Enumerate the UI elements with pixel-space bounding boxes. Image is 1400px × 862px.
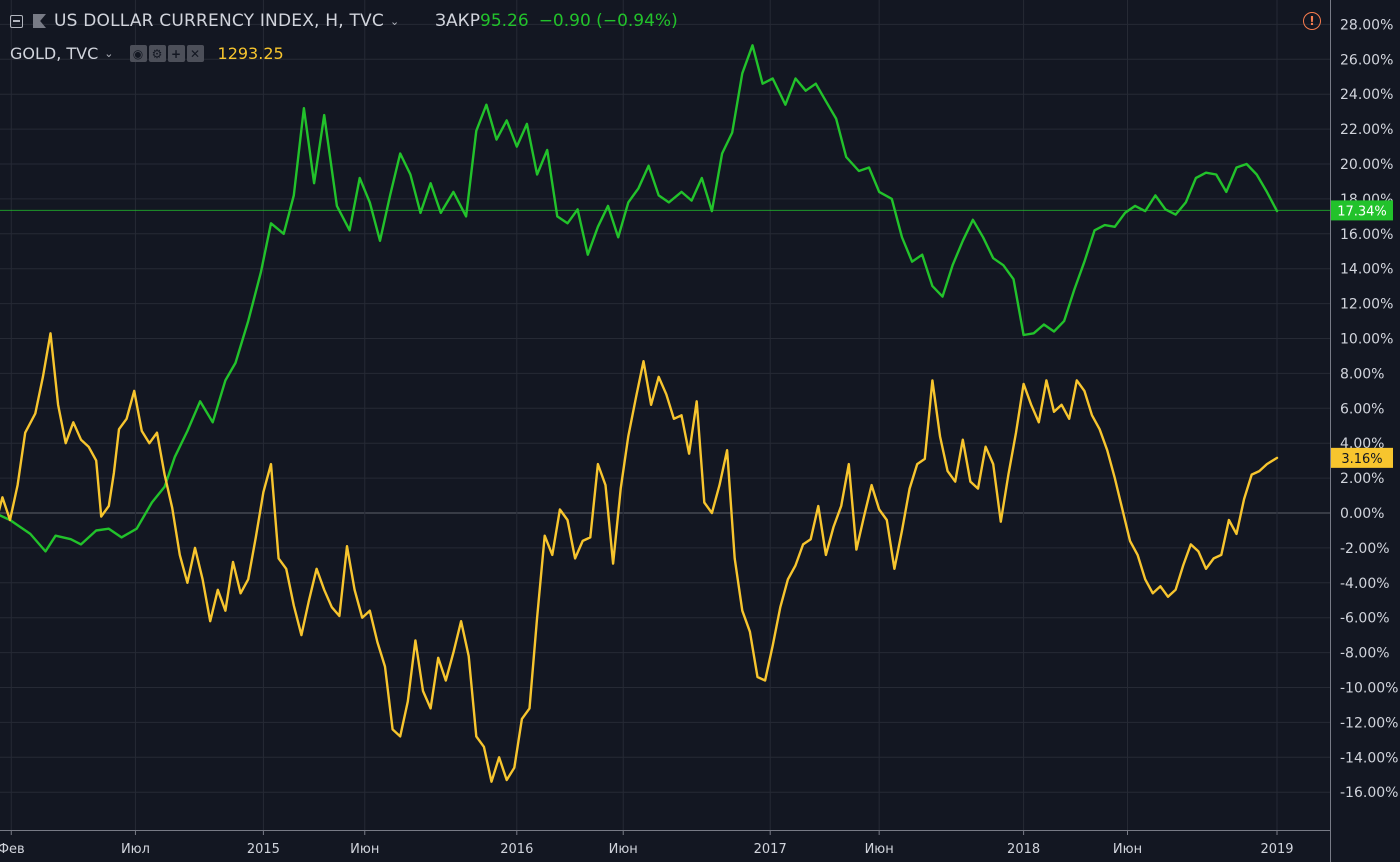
y-tick-label: -4.00% (1340, 576, 1390, 592)
series-controls: ◉ ⚙ + ✕ (129, 45, 204, 62)
y-tick-label: 20.00% (1340, 157, 1393, 173)
y-tick-label: 2.00% (1340, 471, 1384, 487)
y-tick-label: -10.00% (1340, 681, 1398, 697)
y-tick-label: 26.00% (1340, 52, 1393, 68)
x-tick-label: 2017 (754, 842, 787, 857)
y-tick-label: -16.00% (1340, 785, 1398, 801)
y-tick-label: -12.00% (1340, 715, 1398, 731)
y-tick-label: 16.00% (1340, 227, 1393, 243)
main-symbol-title[interactable]: US DOLLAR CURRENCY INDEX, H, TVC (54, 11, 384, 31)
x-tick-label: 2018 (1007, 842, 1040, 857)
y-tick-label: 8.00% (1340, 366, 1384, 382)
gear-icon[interactable]: ⚙ (148, 45, 166, 62)
exclamation-circle-icon[interactable]: ! (1303, 12, 1321, 30)
y-tick-label: 12.00% (1340, 297, 1393, 313)
eye-icon[interactable]: ◉ (129, 45, 147, 62)
y-tick-label: -2.00% (1340, 541, 1390, 557)
x-tick-label: Фев (0, 842, 25, 857)
last-value-labels: 17.34% 3.16% (0, 200, 1393, 468)
dxy-last-value-text: 17.34% (1337, 204, 1387, 219)
y-tick-label: 10.00% (1340, 332, 1393, 348)
dxy-series-line (0, 44, 1279, 553)
x-tick-label: 2019 (1260, 842, 1293, 857)
y-tick-label: -8.00% (1340, 646, 1390, 662)
x-tick-label: Июн (609, 842, 638, 857)
change-value: −0.90 (−0.94%) (538, 11, 678, 31)
gold-last-value-text: 3.16% (1341, 452, 1382, 467)
x-tick-label: 2015 (247, 842, 280, 857)
grid (0, 0, 1330, 830)
x-tick-label: Июл (121, 842, 150, 857)
chevron-down-icon[interactable]: ⌄ (104, 47, 114, 60)
x-tick-label: Июн (1113, 842, 1142, 857)
y-tick-label: 28.00% (1340, 17, 1393, 33)
gold-last-value-tag (1331, 447, 1393, 468)
collapse-icon[interactable] (10, 14, 23, 28)
main-series-legend: US DOLLAR CURRENCY INDEX, H, TVC ⌄ ЗАКР … (10, 11, 678, 31)
y-tick-label: 22.00% (1340, 122, 1393, 138)
series-lines (0, 44, 1279, 783)
y-tick-label: -14.00% (1340, 750, 1398, 766)
flag-icon[interactable] (33, 14, 46, 28)
chevron-down-icon[interactable]: ⌄ (389, 14, 400, 28)
y-tick-label: 6.00% (1340, 401, 1384, 417)
y-tick-label: 14.00% (1340, 262, 1393, 278)
x-tick-label: Июн (350, 842, 379, 857)
y-tick-label: 24.00% (1340, 87, 1393, 103)
plus-icon[interactable]: + (167, 45, 185, 62)
compare-value: 1293.25 (217, 44, 284, 63)
compare-series-legend: GOLD, TVC ⌄ ◉ ⚙ + ✕ 1293.25 (10, 44, 284, 63)
y-tick-label: -6.00% (1340, 611, 1390, 627)
close-icon[interactable]: ✕ (186, 45, 204, 62)
compare-symbol-title[interactable]: GOLD, TVC (10, 44, 99, 63)
x-tick-label: Июн (865, 842, 894, 857)
close-value: 95.26 (480, 11, 529, 31)
close-label: ЗАКР (435, 11, 481, 31)
gold-series-line (0, 332, 1279, 783)
dxy-last-value-tag (1331, 200, 1393, 221)
x-tick-label: 2016 (500, 842, 533, 857)
y-tick-label: 0.00% (1340, 506, 1384, 522)
